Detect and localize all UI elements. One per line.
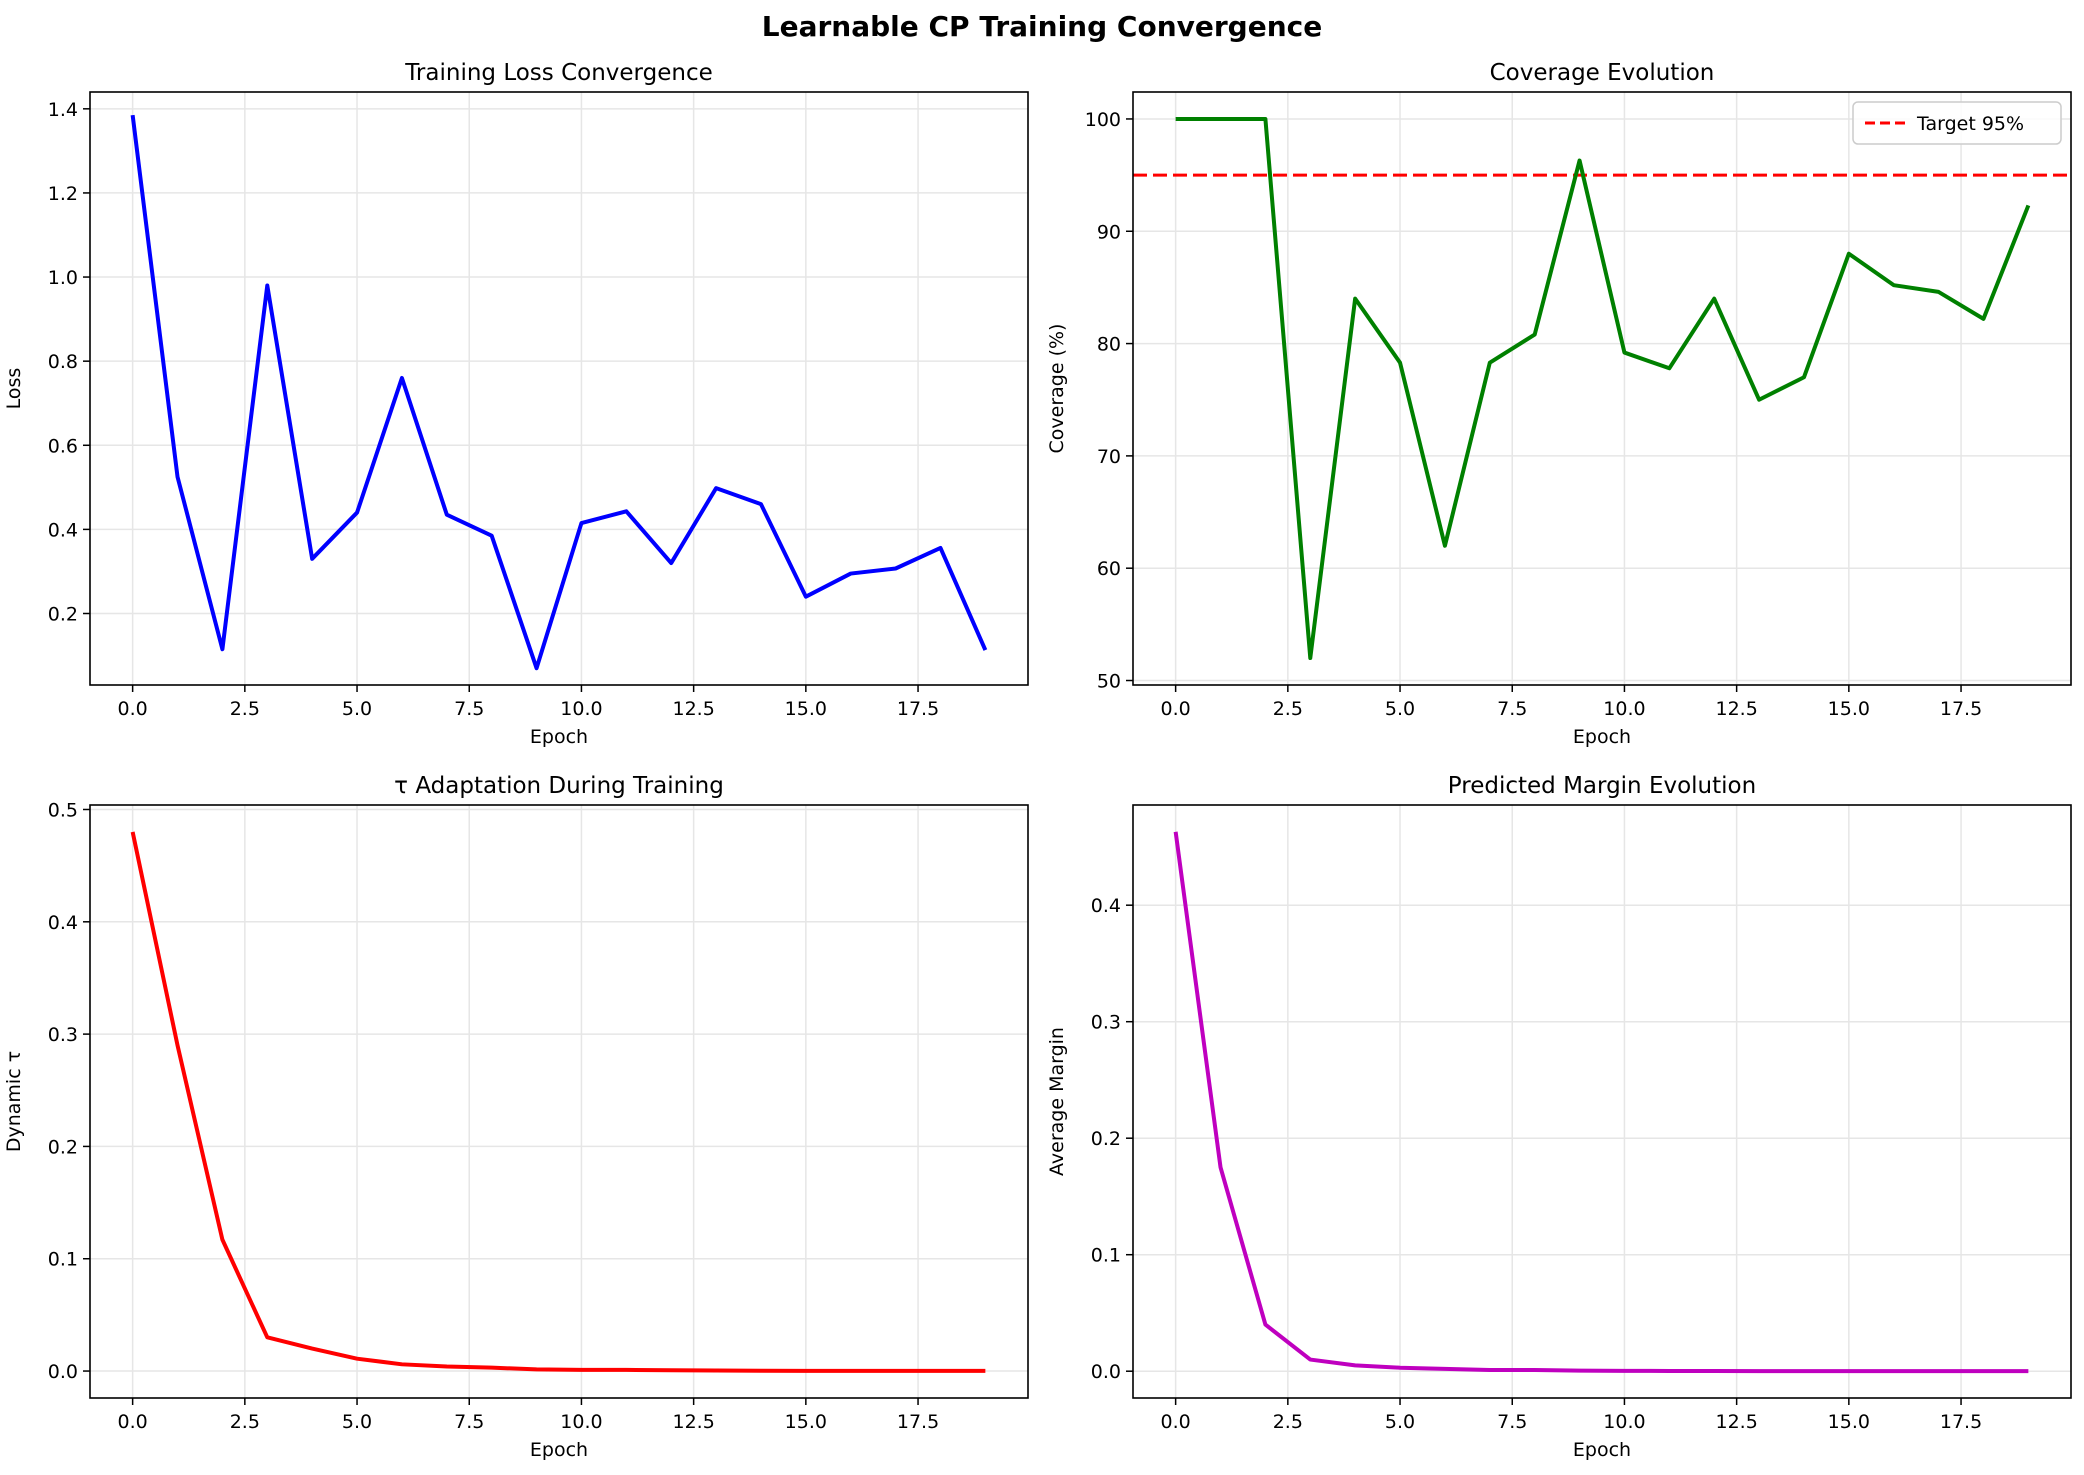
legend-label: Target 95%: [1916, 113, 2024, 135]
series-line-loss: [130, 114, 988, 671]
y-tick-label: 1.4: [48, 99, 78, 121]
y-tick-label: 0.2: [1091, 1128, 1121, 1150]
x-tick-label: 10.0: [1603, 1411, 1645, 1433]
y-tick-label: 80: [1097, 334, 1121, 356]
chart-title: τ Adaptation During Training: [394, 773, 724, 799]
y-tick-label: 1.0: [48, 267, 78, 289]
chart-panel-coverage: 0.0 2.5 5.0 7.5 10.0 12.5 15.0 17.5 50 60 70 80 90 10…: [1046, 60, 2072, 748]
y-tick-label: 0.5: [48, 799, 78, 821]
x-tick-label: 2.5: [230, 1411, 260, 1433]
y-tick-label: 90: [1097, 221, 1121, 243]
y-tick-label: 0.4: [1091, 895, 1121, 917]
chart-title: Coverage Evolution: [1490, 60, 1715, 86]
x-tick-label: 10.0: [560, 698, 602, 720]
chart-panel-tau: 0.0 2.5 5.0 7.5 10.0 12.5 15.0 17.5 0.0 0.1 0.2 0.3…: [3, 773, 1029, 1461]
y-tick-label: 0.6: [48, 435, 78, 457]
x-tick-label: 0.0: [1161, 1411, 1191, 1433]
x-tick-label: 10.0: [1603, 698, 1645, 720]
y-tick-label: 0.2: [48, 1136, 78, 1158]
y-tick-label: 0.8: [48, 351, 78, 373]
y-axis-label: Average Margin: [1046, 1027, 1068, 1176]
y-tick-label: 0.3: [1091, 1012, 1121, 1034]
x-tick-label: 17.5: [897, 1411, 939, 1433]
x-tick-label: 7.5: [1497, 1411, 1527, 1433]
x-tick-label: 12.5: [1715, 698, 1757, 720]
legend: Target 95%: [1852, 101, 2062, 145]
x-tick-label: 12.5: [1715, 1411, 1757, 1433]
y-tick-label: 0.0: [48, 1361, 78, 1383]
y-tick-label: 60: [1097, 558, 1121, 580]
y-tick-label: 0.0: [1091, 1361, 1121, 1383]
y-tick-label: 70: [1097, 446, 1121, 468]
x-tick-label: 15.0: [1828, 698, 1870, 720]
chart-panel-margin: 0.0 2.5 5.0 7.5 10.0 12.5 15.0 17.5 0.0 0.1 0.2 0.3…: [1046, 773, 2072, 1461]
figure-suptitle: Learnable CP Training Convergence: [762, 10, 1322, 43]
x-tick-label: 7.5: [454, 1411, 484, 1433]
x-tick-label: 5.0: [1385, 1411, 1415, 1433]
x-tick-label: 17.5: [897, 698, 939, 720]
y-tick-label: 0.4: [48, 912, 78, 934]
x-tick-label: 17.5: [1940, 698, 1982, 720]
x-axis-label: Epoch: [1573, 726, 1631, 748]
x-tick-label: 15.0: [785, 1411, 827, 1433]
x-tick-label: 12.5: [672, 1411, 714, 1433]
series-line-coverage: [1175, 116, 2031, 661]
x-tick-label: 7.5: [454, 698, 484, 720]
x-tick-label: 5.0: [342, 698, 372, 720]
y-tick-label: 100: [1085, 109, 1121, 131]
x-tick-label: 2.5: [1273, 1411, 1303, 1433]
y-axis-label: Loss: [3, 368, 25, 410]
x-tick-label: 10.0: [560, 1411, 602, 1433]
series-line-tau: [130, 831, 986, 1373]
axes-frame: [89, 91, 1029, 686]
x-tick-label: 0.0: [1161, 698, 1191, 720]
y-axis-label: Dynamic τ: [3, 1051, 25, 1152]
y-axis-label: Coverage (%): [1046, 324, 1068, 454]
x-tick-label: 15.0: [1828, 1411, 1870, 1433]
y-tick-label: 0.2: [48, 604, 78, 626]
x-tick-label: 0.0: [118, 1411, 148, 1433]
y-tick-label: 50: [1097, 671, 1121, 693]
y-tick-label: 0.3: [48, 1024, 78, 1046]
x-axis-label: Epoch: [530, 726, 588, 748]
x-axis-label: Epoch: [530, 1439, 588, 1461]
x-tick-label: 12.5: [672, 698, 714, 720]
x-tick-label: 15.0: [785, 698, 827, 720]
y-tick-label: 0.1: [1091, 1245, 1121, 1267]
charts-container: 0.0 2.5 5.0 7.5 10.0 12.5 15.0 17.5 0.2 0.4 0.6 0.8…: [3, 60, 2072, 1461]
y-tick-label: 0.1: [48, 1249, 78, 1271]
chart-panel-loss: 0.0 2.5 5.0 7.5 10.0 12.5 15.0 17.5 0.2 0.4 0.6 0.8…: [3, 60, 1029, 748]
x-tick-label: 0.0: [118, 698, 148, 720]
x-tick-label: 2.5: [230, 698, 260, 720]
legend-box: [1852, 101, 2062, 145]
chart-title: Predicted Margin Evolution: [1448, 773, 1756, 799]
y-tick-label: 1.2: [48, 183, 78, 205]
x-tick-label: 17.5: [1940, 1411, 1982, 1433]
x-axis-label: Epoch: [1573, 1439, 1631, 1461]
x-tick-label: 7.5: [1497, 698, 1527, 720]
chart-title: Training Loss Convergence: [404, 60, 712, 86]
axes-frame: [89, 804, 1029, 1399]
series-line-margin: [1173, 831, 2029, 1374]
axes-frame: [1132, 804, 2072, 1399]
axes-frame: [1132, 91, 2072, 686]
x-tick-label: 5.0: [342, 1411, 372, 1433]
x-tick-label: 2.5: [1273, 698, 1303, 720]
x-tick-label: 5.0: [1385, 698, 1415, 720]
y-tick-label: 0.4: [48, 519, 78, 541]
